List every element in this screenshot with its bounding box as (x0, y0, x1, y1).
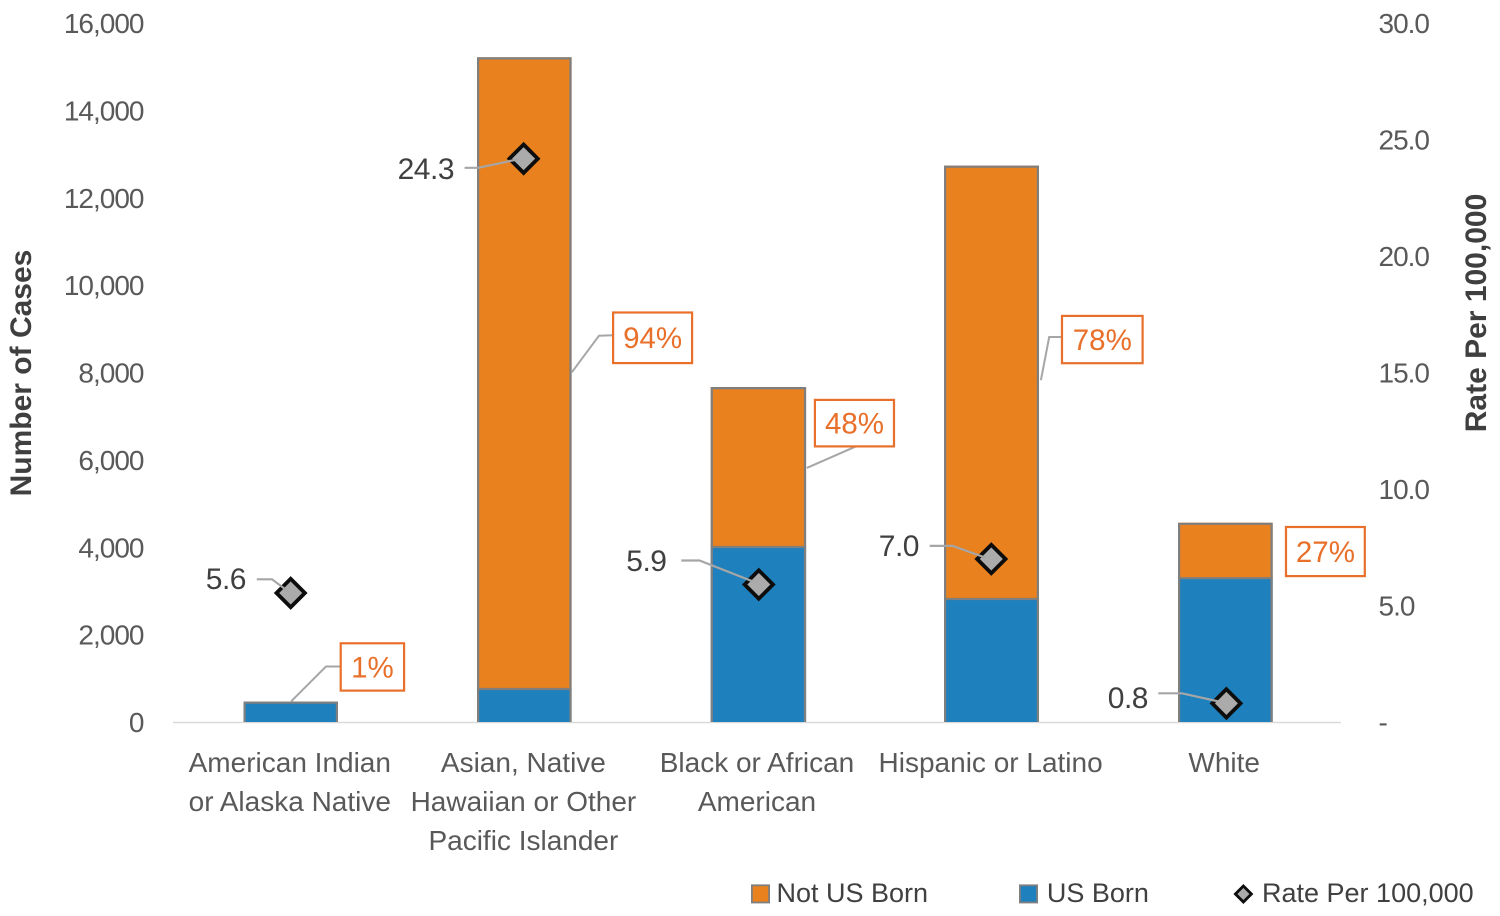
svg-text:5.0: 5.0 (1379, 591, 1415, 622)
svg-text:American Indian: American Indian (189, 747, 391, 778)
svg-text:0: 0 (129, 707, 144, 738)
svg-text:1%: 1% (351, 652, 394, 685)
svg-text:20.0: 20.0 (1379, 241, 1430, 272)
svg-text:Not US Born: Not US Born (777, 878, 929, 908)
svg-text:8,000: 8,000 (78, 358, 143, 389)
svg-text:27%: 27% (1296, 536, 1355, 569)
svg-text:10,000: 10,000 (64, 270, 144, 301)
svg-text:Rate Per 100,000: Rate Per 100,000 (1460, 194, 1493, 433)
svg-text:10.0: 10.0 (1379, 474, 1430, 505)
svg-text:Number of Cases: Number of Cases (5, 250, 38, 497)
svg-text:Asian, Native: Asian, Native (441, 747, 606, 778)
svg-text:or Alaska Native: or Alaska Native (189, 786, 391, 817)
svg-text:Rate Per 100,000: Rate Per 100,000 (1262, 878, 1474, 908)
svg-text:7.0: 7.0 (879, 530, 919, 563)
svg-text:15.0: 15.0 (1379, 358, 1430, 389)
svg-text:12,000: 12,000 (64, 183, 144, 214)
svg-text:5.9: 5.9 (626, 545, 666, 578)
svg-text:5.6: 5.6 (206, 563, 246, 596)
svg-text:Hispanic or Latino: Hispanic or Latino (879, 747, 1103, 778)
svg-text:0.8: 0.8 (1108, 682, 1148, 715)
svg-text:2,000: 2,000 (78, 620, 143, 651)
svg-text:16,000: 16,000 (64, 8, 144, 39)
svg-text:30.0: 30.0 (1379, 8, 1430, 39)
svg-text:78%: 78% (1073, 324, 1132, 357)
svg-text:American: American (698, 786, 816, 817)
svg-text:Pacific Islander: Pacific Islander (428, 825, 618, 856)
svg-text:4,000: 4,000 (78, 532, 143, 563)
svg-text:Hawaiian or Other: Hawaiian or Other (411, 786, 637, 817)
svg-text:Black or African: Black or African (660, 747, 855, 778)
svg-text:6,000: 6,000 (78, 445, 143, 476)
svg-text:48%: 48% (825, 408, 884, 441)
svg-text:-: - (1379, 707, 1388, 738)
svg-text:24.3: 24.3 (398, 153, 454, 186)
svg-text:25.0: 25.0 (1379, 125, 1430, 156)
svg-text:White: White (1188, 747, 1260, 778)
svg-text:US Born: US Born (1047, 878, 1149, 908)
svg-text:14,000: 14,000 (64, 95, 144, 126)
svg-text:94%: 94% (623, 322, 682, 355)
